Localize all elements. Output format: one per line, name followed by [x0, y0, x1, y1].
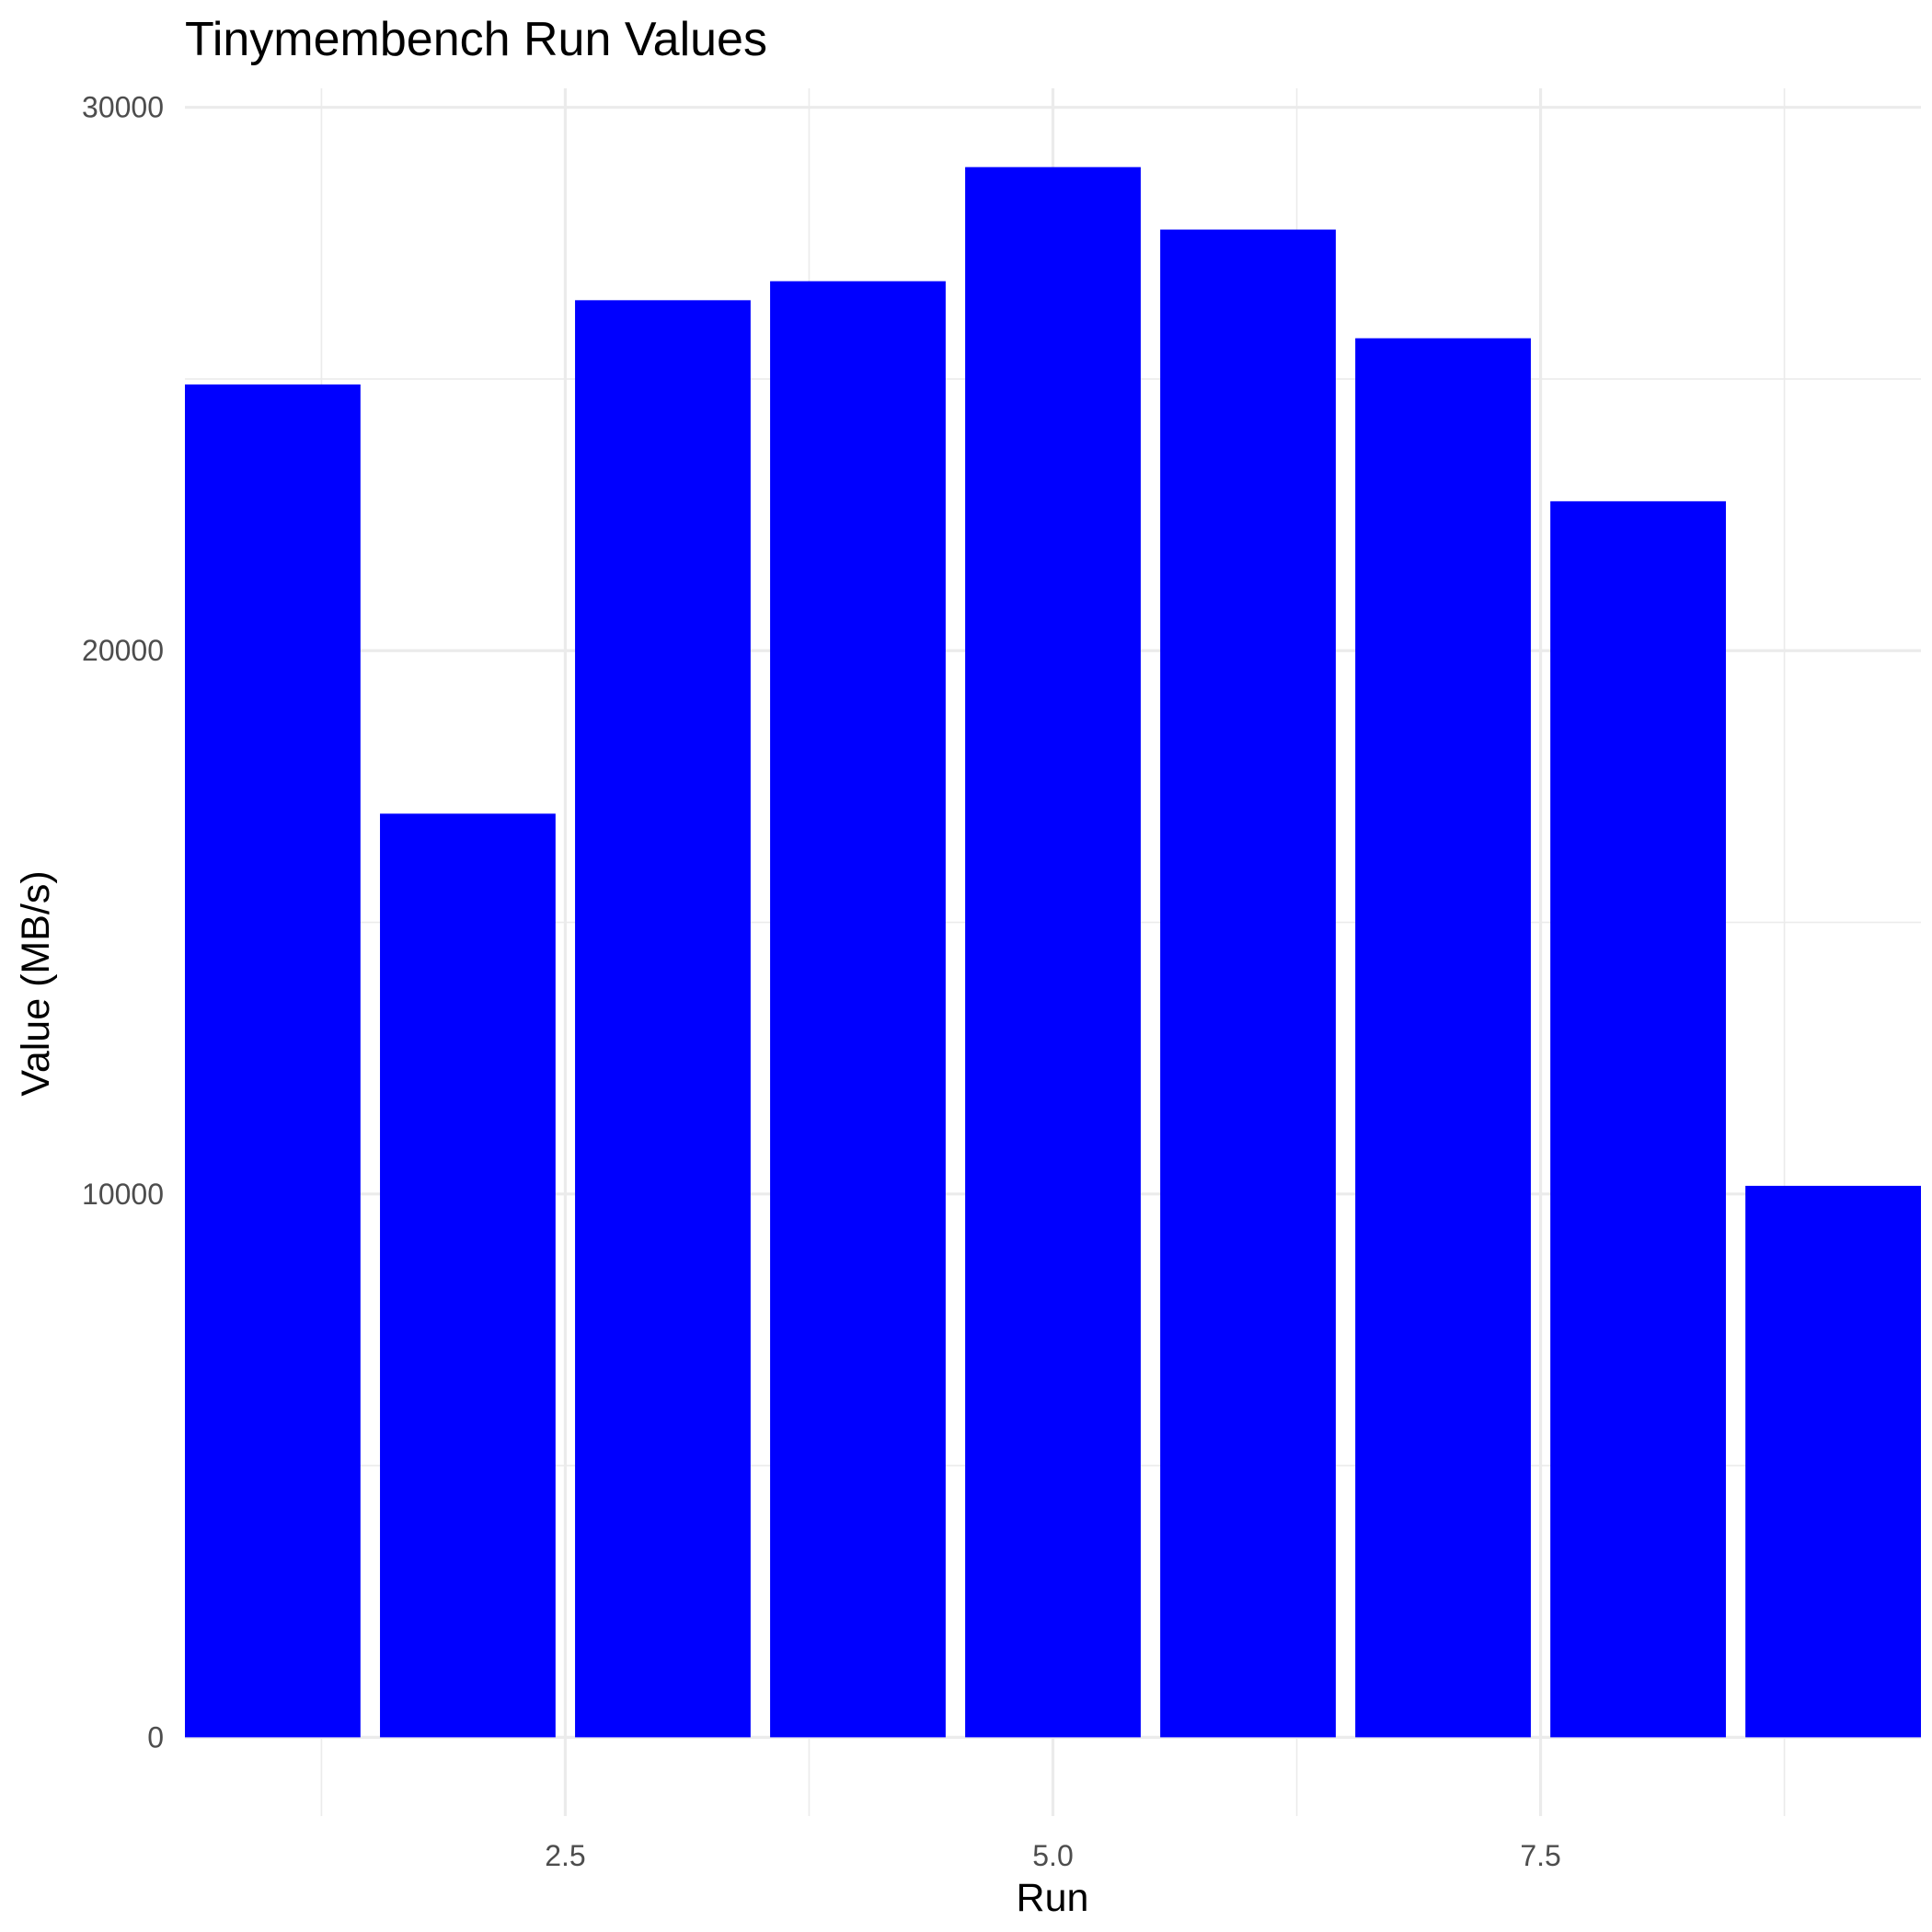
bar-run-8: [1550, 500, 1726, 1738]
y-axis-title: Value (MB/s): [14, 870, 58, 1096]
bar-run-1: [185, 384, 361, 1738]
bar-run-9: [1745, 1185, 1921, 1738]
bar-run-3: [575, 300, 751, 1738]
y-tick-label: 30000: [82, 91, 164, 124]
bar-run-6: [1160, 229, 1336, 1738]
bars: [185, 167, 1921, 1738]
bar-run-5: [965, 167, 1141, 1738]
x-axis-title: Run: [1017, 1876, 1089, 1920]
x-tick-label: 2.5: [545, 1839, 585, 1872]
bar-run-4: [770, 281, 946, 1738]
chart-title: Tinymembench Run Values: [185, 13, 767, 66]
bar-run-2: [380, 813, 556, 1738]
tick-labels: 2.5 5.0 7.5 0 10000 20000 30000: [82, 91, 1561, 1872]
bar-run-7: [1355, 338, 1531, 1738]
x-tick-label: 7.5: [1520, 1839, 1560, 1872]
x-tick-label: 5.0: [1032, 1839, 1073, 1872]
y-tick-label: 20000: [82, 634, 164, 667]
y-tick-label: 10000: [82, 1178, 164, 1211]
y-tick-label: 0: [147, 1720, 164, 1754]
